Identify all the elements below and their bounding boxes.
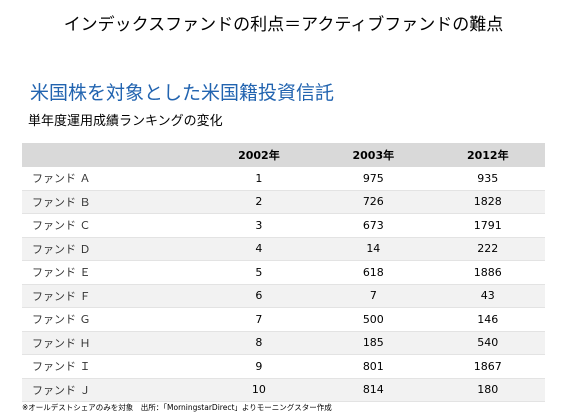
rank-cell: 3: [201, 213, 317, 238]
fund-name: ファンド Ｆ: [22, 284, 202, 308]
rank-cell: 4: [201, 237, 317, 261]
rank-cell: 1828: [430, 190, 545, 214]
table-row: ファンド Ｉ 9 801 1867: [22, 354, 545, 379]
rank-cell: 8: [201, 331, 317, 355]
rank-cell: 540: [430, 331, 545, 355]
ranking-table: 2002年 2003年 2012年 ファンド Ａ 1 975 935 ファンド Ｂ 2 726 1…: [22, 143, 545, 402]
fund-name: ファンド Ｄ: [22, 237, 202, 261]
rank-cell: 1867: [430, 354, 545, 379]
fund-name: ファンド Ｂ: [22, 190, 202, 214]
rank-cell: 146: [430, 307, 545, 332]
table-row: ファンド Ｃ 3 673 1791: [22, 213, 545, 238]
table-row: ファンド Ｇ 7 500 146: [22, 307, 545, 332]
table-row: ファンド Ｊ 10 814 180: [22, 378, 545, 402]
fund-name: ファンド Ａ: [22, 167, 202, 191]
rank-cell: 1886: [430, 260, 545, 285]
rank-cell: 814: [316, 378, 431, 402]
table-row: ファンド Ｈ 8 185 540: [22, 331, 545, 355]
rank-cell: 673: [316, 213, 431, 238]
title: インデックスファンドの利点＝アクティブファンドの難点: [63, 15, 504, 35]
header-cell: [22, 143, 202, 167]
table-row: ファンド Ｄ 4 14 222: [22, 237, 545, 261]
rank-cell: 1: [201, 167, 317, 191]
fund-name: ファンド Ｈ: [22, 331, 202, 355]
fund-name: ファンド Ｅ: [22, 260, 202, 285]
header-cell: 2002年: [201, 143, 317, 167]
rank-cell: 801: [316, 354, 431, 379]
caption: 単年度運用成績ランキングの変化: [28, 114, 223, 129]
fund-name: ファンド Ｉ: [22, 354, 202, 379]
rank-cell: 43: [430, 284, 545, 308]
rank-cell: 975: [316, 167, 431, 191]
rank-cell: 7: [316, 284, 431, 308]
fund-name: ファンド Ｃ: [22, 213, 202, 238]
table-row: ファンド Ｆ 6 7 43: [22, 284, 545, 308]
rank-cell: 10: [201, 378, 317, 402]
header-cell: 2003年: [316, 143, 431, 167]
table-row: ファンド Ｂ 2 726 1828: [22, 190, 545, 214]
rank-cell: 14: [316, 237, 431, 261]
rank-cell: 7: [201, 307, 317, 332]
rank-cell: 5: [201, 260, 317, 285]
subtitle: 米国株を対象とした米国籍投資信託: [30, 82, 335, 104]
header-row: 2002年 2003年 2012年: [22, 143, 545, 167]
rank-cell: 185: [316, 331, 431, 355]
fund-name: ファンド Ｊ: [22, 378, 202, 402]
table-row: ファンド Ｅ 5 618 1886: [22, 260, 545, 285]
header-cell: 2012年: [430, 143, 545, 167]
rank-cell: 6: [201, 284, 317, 308]
rank-cell: 726: [316, 190, 431, 214]
rank-cell: 180: [430, 378, 545, 402]
footnote: ※オールデストシェアのみを対象 出所：「MorningstarDirect」より…: [22, 403, 332, 412]
rank-cell: 222: [430, 237, 545, 261]
rank-cell: 1791: [430, 213, 545, 238]
rank-cell: 935: [430, 167, 545, 191]
rank-cell: 9: [201, 354, 317, 379]
rank-cell: 618: [316, 260, 431, 285]
rank-cell: 500: [316, 307, 431, 332]
table-row: ファンド Ａ 1 975 935: [22, 167, 545, 191]
fund-name: ファンド Ｇ: [22, 307, 202, 332]
rank-cell: 2: [201, 190, 317, 214]
